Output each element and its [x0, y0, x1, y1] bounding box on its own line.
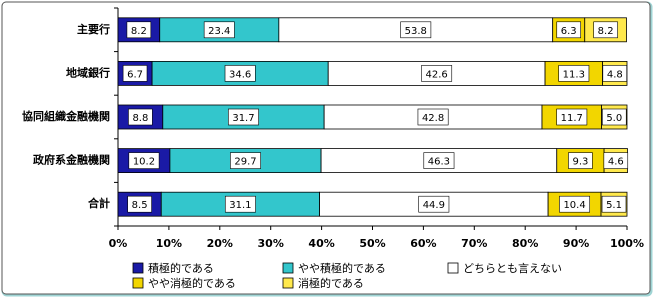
data-label-box — [127, 195, 152, 213]
data-label-box — [418, 195, 450, 213]
x-tick-label: 90% — [563, 237, 589, 250]
data-label-box — [602, 65, 628, 82]
data-label-box — [559, 195, 591, 213]
data-label-box — [556, 108, 588, 126]
data-label: 8.2 — [131, 26, 147, 37]
legend-label: やや消極的である — [148, 276, 236, 290]
data-label: 6.3 — [561, 26, 577, 37]
legend-swatch — [447, 262, 459, 274]
data-label: 29.7 — [234, 157, 256, 168]
data-label: 31.1 — [229, 200, 251, 211]
data-label: 34.6 — [229, 69, 251, 80]
category-label: 合計 — [88, 196, 110, 210]
data-label: 31.7 — [232, 113, 254, 124]
data-label: 11.3 — [563, 69, 585, 80]
data-label-box — [128, 108, 153, 126]
category-label: 政府系金融機関 — [33, 153, 110, 167]
category-label: 地域銀行 — [66, 65, 110, 79]
data-label-box — [203, 21, 235, 39]
data-label-box — [230, 152, 261, 169]
data-label-box — [228, 108, 259, 126]
data-label-box — [558, 65, 590, 82]
data-label: 4.6 — [608, 157, 624, 168]
data-label: 5.0 — [606, 113, 622, 124]
data-label-box — [593, 21, 618, 39]
data-label: 42.8 — [422, 113, 444, 124]
data-label-box — [126, 21, 152, 39]
x-tick-label: 70% — [461, 237, 487, 250]
legend-label: やや積極的である — [298, 261, 386, 275]
data-label-box — [224, 195, 256, 213]
data-label-box — [400, 21, 432, 39]
data-label-box — [224, 65, 256, 82]
data-label: 8.8 — [132, 113, 148, 124]
data-label-box — [417, 108, 449, 126]
data-label: 11.7 — [561, 113, 583, 124]
data-label-box — [603, 152, 629, 169]
data-label-box — [423, 152, 455, 169]
data-label: 42.6 — [426, 69, 448, 80]
category-label: 主要行 — [77, 22, 110, 36]
x-tick-label: 80% — [512, 237, 538, 250]
legend-swatch — [132, 277, 144, 289]
data-label: 5.1 — [606, 200, 622, 211]
x-tick-label: 0% — [109, 237, 128, 250]
data-label: 6.7 — [127, 69, 143, 80]
data-label: 4.8 — [607, 69, 623, 80]
data-label: 10.4 — [563, 200, 585, 211]
data-label: 53.8 — [405, 26, 427, 37]
data-label: 23.4 — [208, 26, 230, 37]
data-label-box — [601, 195, 627, 213]
data-label-box — [556, 21, 581, 39]
category-label: 協同組織金融機関 — [22, 109, 110, 123]
data-label: 8.5 — [132, 200, 148, 211]
data-label: 44.9 — [423, 200, 445, 211]
data-label-box — [421, 65, 453, 82]
x-tick-label: 20% — [207, 237, 233, 250]
legend-swatch — [132, 262, 144, 274]
legend-label: 消極的である — [298, 276, 364, 290]
x-tick-label: 40% — [308, 237, 334, 250]
data-label: 10.2 — [133, 157, 155, 168]
legend-label: 積極的である — [148, 261, 214, 275]
legend-swatch — [282, 262, 294, 274]
data-label: 9.3 — [572, 157, 588, 168]
frame-inner — [1, 1, 651, 295]
data-label-box — [568, 152, 593, 169]
data-label: 46.3 — [428, 157, 450, 168]
data-label-box — [122, 65, 148, 82]
x-tick-label: 10% — [156, 237, 182, 250]
x-tick-label: 30% — [258, 237, 284, 250]
data-label: 8.2 — [598, 26, 614, 37]
x-tick-label: 60% — [410, 237, 436, 250]
data-label-box — [128, 152, 160, 169]
legend-label: どちらとも言えない — [463, 262, 562, 275]
legend-swatch — [282, 277, 294, 289]
x-tick-label: 50% — [359, 237, 385, 250]
data-label-box — [602, 108, 627, 126]
x-tick-label: 100% — [610, 237, 644, 250]
